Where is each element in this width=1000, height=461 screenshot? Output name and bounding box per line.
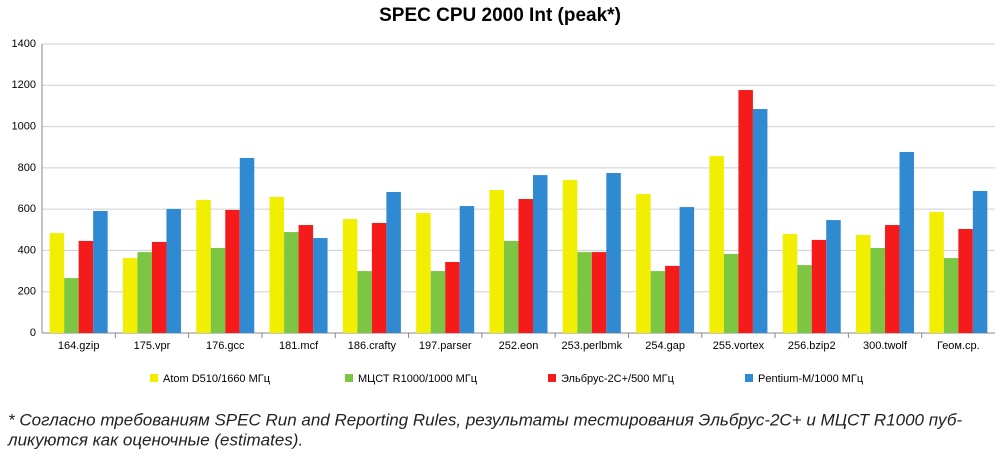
x-tick-label: 252.eon xyxy=(499,340,539,352)
bar xyxy=(899,151,915,333)
bar xyxy=(562,180,578,333)
legend-label: Эльбрус-2С+/500 МГц xyxy=(561,373,675,385)
legend-swatch xyxy=(745,374,753,382)
y-tick-label: 1200 xyxy=(12,79,36,91)
bar xyxy=(958,228,973,333)
x-tick-label: 255.vortex xyxy=(713,340,765,352)
bar xyxy=(386,192,401,333)
bar xyxy=(650,271,666,333)
bar xyxy=(709,156,724,333)
y-tick-label: 1000 xyxy=(12,120,36,132)
bar xyxy=(856,234,871,333)
x-tick-label: 256.bzip2 xyxy=(788,340,836,352)
bar xyxy=(122,258,138,333)
bar xyxy=(929,212,944,333)
bar xyxy=(797,265,812,333)
bar xyxy=(313,238,328,333)
chart-title: SPEC CPU 2000 Int (peak*) xyxy=(379,5,621,26)
bar xyxy=(826,220,841,333)
footnote: * Согласно требованиям SPEC Run and Repo… xyxy=(8,410,962,429)
bar xyxy=(342,219,358,333)
bar xyxy=(679,207,695,333)
bar xyxy=(885,225,900,333)
bar xyxy=(239,157,255,333)
x-tick-label: 164.gzip xyxy=(58,340,100,352)
bar xyxy=(166,208,181,333)
x-tick-label: 300.twolf xyxy=(863,340,908,352)
bar xyxy=(811,239,827,333)
bar xyxy=(151,241,167,333)
bar xyxy=(93,211,108,333)
bar xyxy=(665,265,680,333)
bar xyxy=(723,253,739,333)
y-tick-label: 200 xyxy=(18,286,36,298)
bar xyxy=(943,258,959,333)
bar xyxy=(284,232,299,333)
bar xyxy=(78,240,94,333)
bar xyxy=(269,196,285,333)
y-tick-label: 1400 xyxy=(12,38,36,50)
bar xyxy=(518,199,533,333)
bar xyxy=(210,247,226,333)
y-tick-label: 400 xyxy=(18,244,36,256)
bar xyxy=(357,271,372,333)
bar xyxy=(870,247,886,333)
y-tick-label: 600 xyxy=(18,203,36,215)
bar xyxy=(459,206,475,333)
bar xyxy=(782,233,798,333)
legend-label: Atom D510/1660 МГц xyxy=(163,373,271,385)
bar xyxy=(49,233,65,333)
footnote: ликуются как оценочные (estimates). xyxy=(7,430,303,449)
bar xyxy=(225,209,240,333)
bar xyxy=(445,261,460,333)
bar xyxy=(591,252,607,333)
legend-swatch xyxy=(345,374,353,382)
bar xyxy=(137,252,152,333)
bar xyxy=(636,194,651,333)
bar xyxy=(738,90,753,333)
legend-label: МЦСТ R1000/1000 МГц xyxy=(358,373,478,385)
legend-swatch xyxy=(150,374,158,382)
bar xyxy=(489,189,504,333)
legend-label: Pentium-M/1000 МГц xyxy=(758,373,864,385)
y-tick-label: 0 xyxy=(30,327,36,339)
bar xyxy=(752,109,768,334)
bar xyxy=(533,175,548,333)
x-tick-label: 186.crafty xyxy=(348,340,397,352)
bar xyxy=(606,173,621,333)
bar xyxy=(577,252,592,333)
y-tick-label: 800 xyxy=(18,162,36,174)
legend-swatch xyxy=(548,374,556,382)
bar xyxy=(416,213,431,333)
bar xyxy=(298,225,314,333)
x-tick-label: 175.vpr xyxy=(134,340,171,352)
bar xyxy=(64,278,79,333)
x-tick-label: 181.mcf xyxy=(279,340,319,352)
bar xyxy=(196,200,211,333)
bar xyxy=(430,271,446,333)
x-tick-label: 197.parser xyxy=(419,340,472,352)
x-tick-label: 254.gap xyxy=(645,340,685,352)
x-tick-label: Геом.ср. xyxy=(937,340,980,352)
x-tick-label: 253.perlbmk xyxy=(562,340,623,352)
bar xyxy=(504,240,519,333)
bar xyxy=(972,190,988,333)
x-tick-label: 176.gcc xyxy=(206,340,245,352)
bar xyxy=(371,222,387,333)
